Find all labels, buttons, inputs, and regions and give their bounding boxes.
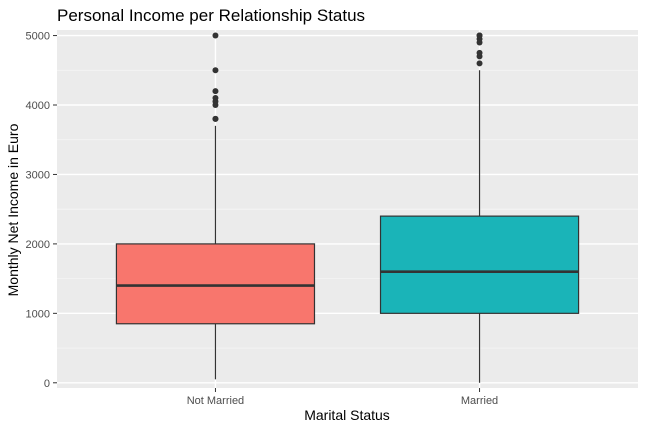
y-tick-label: 5000 xyxy=(26,31,50,43)
outlier-point xyxy=(212,95,219,102)
y-tick-label: 3000 xyxy=(26,169,50,181)
x-tick-label: Not Married xyxy=(187,395,244,407)
plot-area: 0 1000 2000 3000 4000 5000 Not Married Married xyxy=(26,30,638,407)
outlier-point xyxy=(476,32,483,39)
outlier-point xyxy=(212,32,219,39)
y-tick-label: 0 xyxy=(44,378,50,390)
y-axis-title: Monthly Net Income in Euro xyxy=(5,123,21,296)
box-married xyxy=(379,215,580,314)
chart-title: Personal Income per Relationship Status xyxy=(57,6,365,25)
x-axis-title: Marital Status xyxy=(304,407,390,423)
outlier-point xyxy=(476,49,483,56)
outlier-point xyxy=(212,67,219,74)
y-tick-label: 1000 xyxy=(26,308,50,320)
outlier-point xyxy=(212,115,219,122)
box-not-married xyxy=(115,243,316,325)
x-tick-label: Married xyxy=(461,395,498,407)
outlier-point xyxy=(476,60,483,67)
y-tick-label: 4000 xyxy=(26,100,50,112)
outlier-point xyxy=(212,88,219,95)
y-tick-label: 2000 xyxy=(26,239,50,251)
